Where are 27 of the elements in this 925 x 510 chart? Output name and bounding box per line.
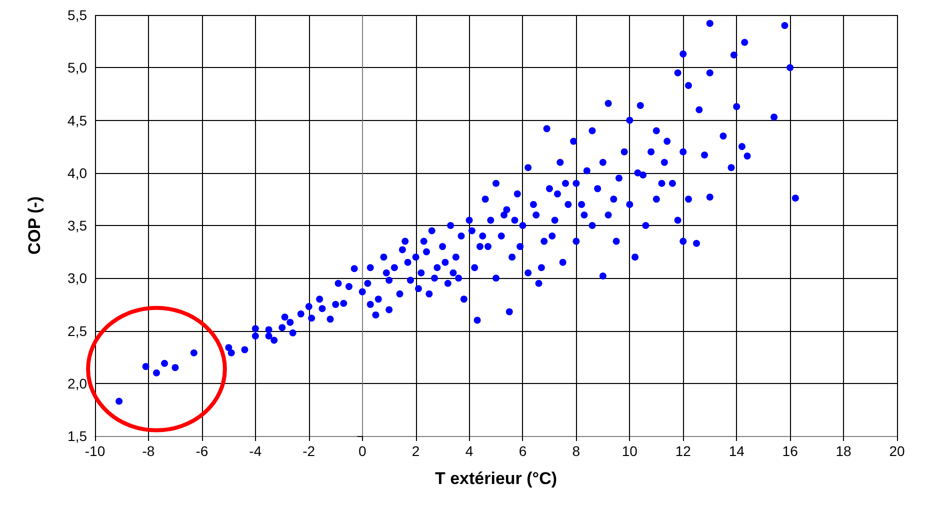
y-tick-label: 2,5 (68, 322, 88, 339)
x-tick-label: 0 (358, 443, 366, 459)
y-tick-label: 5,5 (68, 7, 88, 23)
x-tick-label: 6 (518, 443, 527, 459)
y-tick-label: 3,5 (68, 218, 88, 234)
x-tick-label: 20 (889, 443, 905, 459)
x-tick-label: 12 (675, 443, 692, 459)
y-axis-title: COP (-) (25, 196, 44, 255)
x-tick-label: 16 (782, 443, 798, 459)
y-tick-label: 2,0 (68, 375, 88, 392)
y-tick-label: 3,0 (68, 270, 88, 286)
x-tick-label: -4 (249, 443, 262, 459)
x-tick-label: -2 (302, 443, 316, 459)
y-tick-label: 5,0 (68, 60, 88, 76)
y-tick-label: 4,0 (68, 164, 88, 181)
x-tick-label: -10 (84, 443, 106, 459)
y-tick-label: 4,5 (68, 112, 88, 128)
x-tick-label: 2 (412, 443, 420, 459)
x-tick-label: 14 (728, 443, 745, 459)
x-tick-label: 10 (622, 443, 638, 459)
x-axis-title: T extérieur (°C) (434, 469, 558, 488)
x-tick-label: 4 (465, 443, 474, 459)
x-tick-label: -8 (142, 443, 155, 459)
y-tick-label: 1,5 (68, 428, 88, 444)
x-tick-label: 8 (572, 443, 580, 459)
x-tick-label: 18 (836, 443, 852, 459)
x-tick-label: -6 (196, 443, 208, 459)
